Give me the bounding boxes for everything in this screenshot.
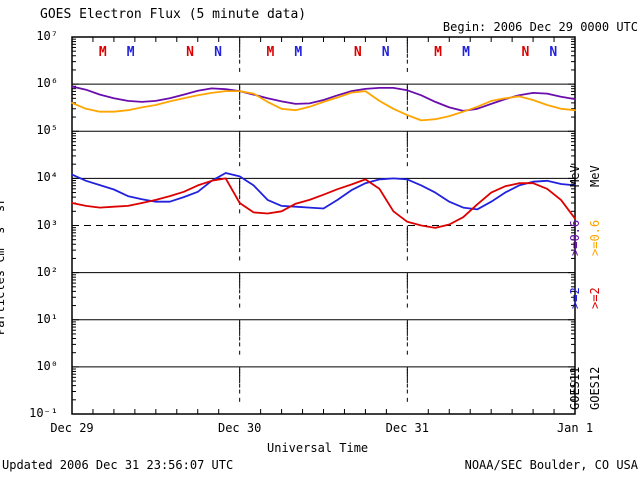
satellite-local-noon-letter: N — [354, 45, 362, 60]
chart-title: GOES Electron Flux (5 minute data) — [40, 7, 307, 22]
x-tick-label-jan-1: Jan 1 — [556, 421, 594, 435]
legend-goes12-mev-label: MeV — [588, 165, 602, 187]
x-tick-label-dec-29: Dec 29 — [50, 421, 94, 435]
flux-curve-goes11-2-mev — [71, 172, 576, 211]
flux-curve-goes12-0-6-mev — [71, 90, 576, 122]
y-tick-label-10e3: 10³ — [36, 217, 58, 232]
satellite-local-midnight-letter: M — [127, 45, 135, 60]
satellite-local-noon-letter: N — [549, 45, 557, 60]
satellite-local-noon-letter: N — [186, 45, 194, 60]
x-axis-title: Universal Time — [267, 441, 369, 455]
y-tick-label-10e4: 10⁴ — [36, 170, 58, 185]
satellite-local-midnight-letter: M — [294, 45, 302, 60]
y-tick-label-10e7: 10⁷ — [36, 29, 58, 43]
y-tick-label-10e5: 10⁵ — [36, 123, 58, 138]
satellite-local-noon-letter: N — [382, 45, 390, 60]
flux-curve-goes12-2-mev — [71, 177, 576, 229]
legend-goes11-label: GOES11 — [568, 366, 582, 410]
begin-timestamp: Begin: 2006 Dec 29 0000 UTC — [442, 20, 638, 34]
y-tick-label-10e2: 10² — [36, 264, 58, 279]
satellite-local-noon-letter: N — [214, 45, 222, 60]
satellite-local-noon-letter: N — [521, 45, 529, 60]
legend-goes12-ge06-label: >=0.6 — [588, 219, 602, 256]
updated-timestamp: Updated 2006 Dec 31 23:56:07 UTC — [2, 458, 234, 472]
satellite-local-midnight-letter: M — [266, 45, 274, 60]
legend-goes11-ge06-label: >=0.6 — [568, 219, 582, 256]
y-tick-label-10e6: 10⁶ — [36, 76, 58, 91]
legend-goes12-label: GOES12 — [588, 366, 602, 410]
legend-goes12-ge2-label: >=2 — [588, 287, 602, 309]
satellite-local-midnight-letter: M — [434, 45, 442, 60]
y-tick-label-10e-1: 10⁻¹ — [29, 406, 58, 420]
y-tick-label-10e1: 10¹ — [36, 311, 58, 326]
x-tick-label-dec-31: Dec 31 — [385, 421, 429, 435]
satellite-local-midnight-letter: M — [462, 45, 470, 60]
legend-goes11-mev-label: MeV — [568, 165, 582, 187]
x-tick-label-dec-30: Dec 30 — [217, 421, 262, 435]
credit-text: NOAA/SEC Boulder, CO USA — [464, 458, 638, 472]
flux-curve-goes11-0-6-mev — [71, 85, 576, 112]
y-axis-title: Particles cm⁻²s⁻¹sr⁻¹ — [0, 183, 7, 335]
legend-goes11-ge2-label: >=2 — [568, 287, 582, 309]
plot-frame — [71, 36, 576, 415]
y-tick-label-10e0: 10⁰ — [36, 358, 58, 373]
satellite-local-midnight-letter: M — [99, 45, 107, 60]
